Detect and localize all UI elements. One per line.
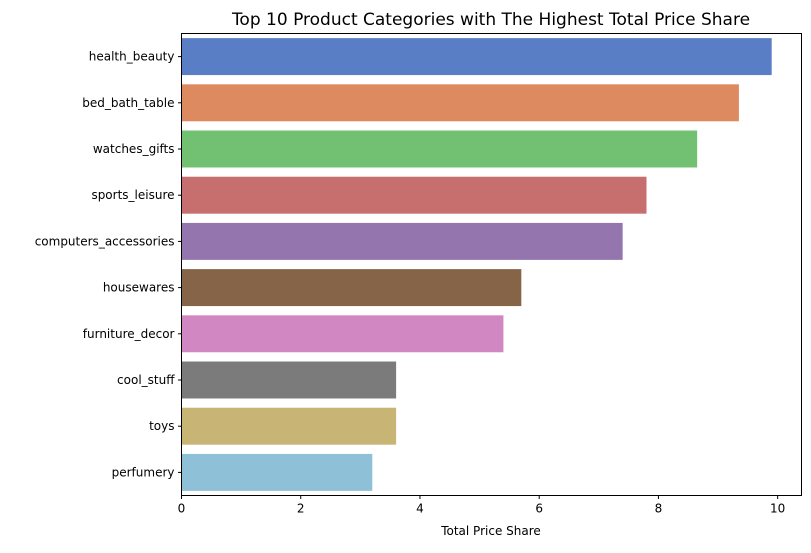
- bar-perfumery: [181, 453, 373, 491]
- x-tick-label: 8: [655, 502, 663, 516]
- x-tick-label: 4: [416, 502, 424, 516]
- plot-frame: [181, 33, 802, 496]
- bar-sports_leisure: [181, 176, 647, 214]
- y-tick-label: sports_leisure: [91, 188, 174, 202]
- y-tick-label: cool_stuff: [117, 373, 175, 387]
- y-tick-label: watches_gifts: [93, 142, 175, 156]
- y-tick-label: housewares: [103, 281, 175, 295]
- x-tick-label: 10: [770, 502, 785, 516]
- y-axis-ticks: health_beauty bed_bath_table watches_gifts…: [35, 50, 182, 479]
- y-tick-label: perfumery: [112, 465, 175, 479]
- bar-computers_accessories: [181, 222, 623, 260]
- y-tick-label: toys: [149, 419, 174, 433]
- x-axis-ticks: 0 2 4 6 8 10: [178, 495, 785, 516]
- y-tick-label: computers_accessories: [35, 234, 175, 248]
- bar-housewares: [181, 269, 522, 307]
- y-tick-label: bed_bath_table: [82, 96, 174, 110]
- x-tick-label: 0: [178, 502, 186, 516]
- bar-cool_stuff: [181, 361, 397, 399]
- x-axis-label: Total Price Share: [440, 524, 541, 538]
- bar-furniture_decor: [181, 315, 504, 353]
- bars-group: [181, 38, 772, 491]
- x-tick-label: 2: [297, 502, 305, 516]
- x-tick-label: 6: [535, 502, 543, 516]
- bar-health_beauty: [181, 38, 772, 76]
- chart-title: Top 10 Product Categories with The Highe…: [231, 10, 750, 30]
- bar-watches_gifts: [181, 130, 698, 168]
- bar-bed_bath_table: [181, 84, 739, 122]
- y-tick-label: health_beauty: [89, 50, 175, 64]
- y-tick-label: furniture_decor: [83, 327, 175, 341]
- bar-toys: [181, 407, 397, 445]
